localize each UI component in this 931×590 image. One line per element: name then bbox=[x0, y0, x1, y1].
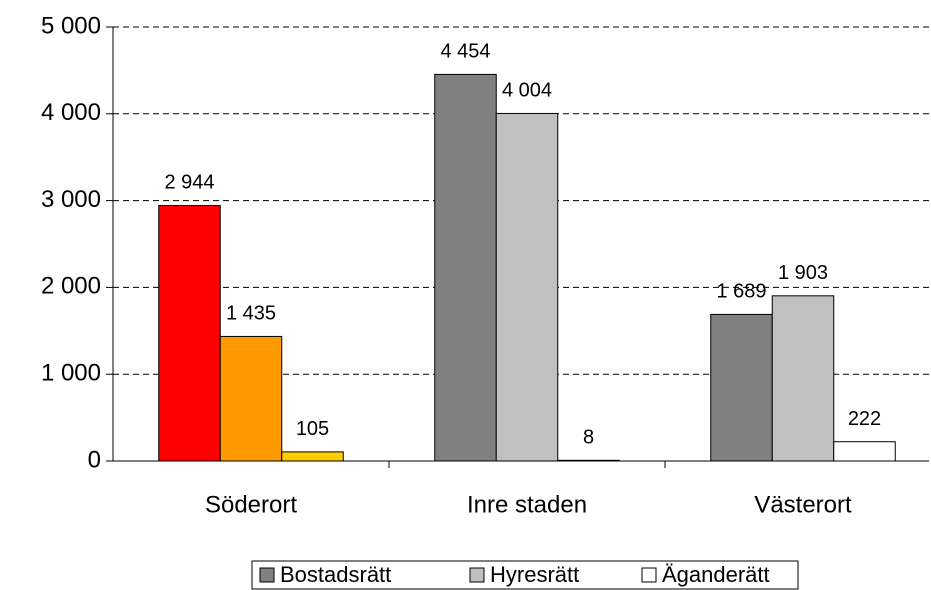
y-tick-label: 3 000 bbox=[41, 186, 101, 213]
bar bbox=[710, 313, 773, 462]
legend-swatch bbox=[259, 567, 275, 583]
data-label: 8 bbox=[583, 427, 594, 449]
bar bbox=[434, 73, 497, 462]
y-tick-label: 2 000 bbox=[41, 273, 101, 300]
bar bbox=[281, 451, 344, 462]
legend-swatch bbox=[469, 567, 485, 583]
x-tick-label: Inre staden bbox=[467, 491, 587, 518]
x-tick-label: Västerort bbox=[754, 491, 852, 518]
legend-box bbox=[251, 560, 799, 590]
data-label: 105 bbox=[296, 418, 329, 440]
data-label: 4 454 bbox=[440, 41, 490, 63]
y-tick-label: 4 000 bbox=[41, 99, 101, 126]
data-label: 1 903 bbox=[778, 262, 828, 284]
data-label: 1 435 bbox=[226, 303, 276, 325]
data-label: 1 689 bbox=[716, 281, 766, 303]
legend-label: Bostadsrätt bbox=[280, 562, 391, 587]
bar bbox=[557, 459, 620, 462]
bar bbox=[833, 441, 896, 462]
data-label: 2 944 bbox=[164, 172, 214, 194]
bar bbox=[771, 295, 835, 462]
data-label: 4 004 bbox=[502, 80, 552, 102]
legend-label: Äganderätt bbox=[662, 562, 770, 587]
bar bbox=[495, 112, 559, 462]
data-label: 222 bbox=[848, 408, 881, 430]
x-tick-label: Söderort bbox=[205, 491, 297, 518]
y-tick-label: 1 000 bbox=[41, 360, 101, 387]
bar bbox=[219, 335, 283, 462]
legend-label: Hyresrätt bbox=[490, 562, 579, 587]
legend-swatch bbox=[641, 567, 657, 583]
y-tick-label: 5 000 bbox=[41, 12, 101, 39]
bar bbox=[158, 204, 221, 462]
y-tick-label: 0 bbox=[88, 446, 101, 473]
